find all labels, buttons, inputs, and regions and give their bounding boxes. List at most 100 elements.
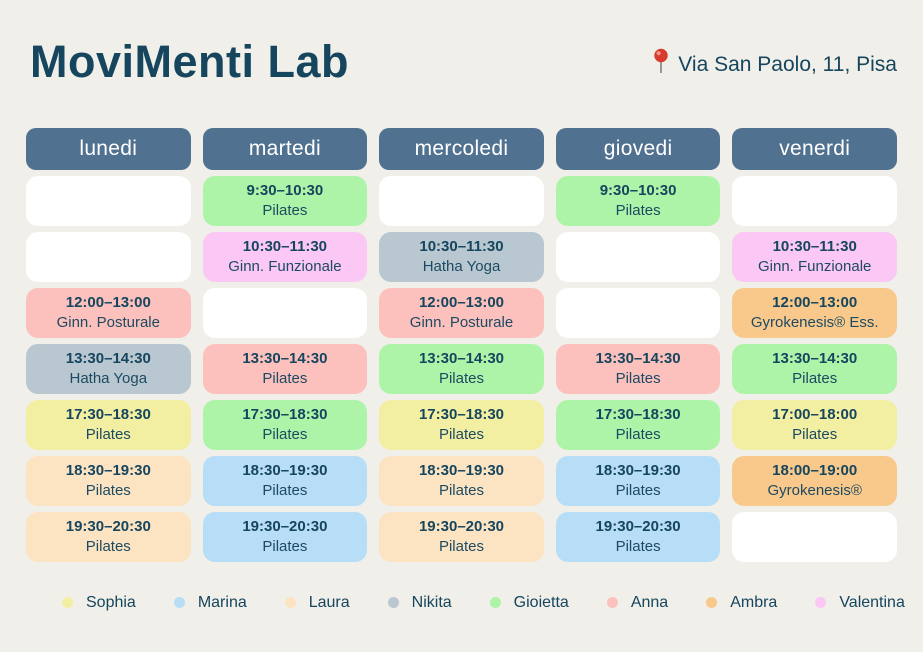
class-card: 19:30–20:30 Pilates <box>26 511 191 562</box>
teacher-color-dot <box>606 597 618 609</box>
day-header-mercoledi: mercoledi <box>379 127 544 170</box>
class-time: 19:30–20:30 <box>418 518 505 536</box>
empty-slot <box>26 175 191 226</box>
class-card: 12:00–13:00 Gyrokenesis® Ess. <box>732 287 897 338</box>
class-activity: Hatha Yoga <box>69 369 148 387</box>
class-activity: Ginn. Funzionale <box>757 257 872 275</box>
class-time: 10:30–11:30 <box>419 238 504 256</box>
class-activity: Pilates <box>792 369 838 387</box>
class-card: 18:30–19:30 Pilates <box>202 455 368 506</box>
teacher-name: Laura <box>308 593 350 611</box>
class-activity: Hatha Yoga <box>422 257 501 275</box>
class-time: 19:30–20:30 <box>65 518 151 536</box>
class-time: 10:30–11:30 <box>772 238 857 256</box>
address: Via San Paolo, 11, Pisa <box>653 48 897 81</box>
class-card: 18:30–19:30 Pilates <box>555 455 721 506</box>
teacher-color-dot <box>706 597 718 609</box>
class-card: 13:30–14:30 Hatha Yoga <box>26 343 191 394</box>
teacher-color-dot <box>173 597 185 609</box>
class-time: 10:30–11:30 <box>242 238 328 256</box>
class-card: 13:30–14:30 Pilates <box>555 343 721 394</box>
class-activity: Pilates <box>85 425 131 443</box>
class-time: 17:30–18:30 <box>65 406 151 424</box>
empty-slot <box>202 287 368 338</box>
class-activity: Pilates <box>262 537 308 555</box>
class-card: 18:30–19:30 Pilates <box>379 455 544 506</box>
class-activity: Pilates <box>615 481 661 499</box>
class-activity: Pilates <box>615 425 661 443</box>
class-card: 10:30–11:30 Hatha Yoga <box>379 231 544 282</box>
empty-slot <box>732 175 897 226</box>
class-activity: Pilates <box>438 481 484 499</box>
address-text: Via San Paolo, 11, Pisa <box>678 52 897 76</box>
teacher-color-dot <box>387 597 399 609</box>
legend-item: Gioietta <box>489 593 569 612</box>
class-activity: Pilates <box>792 425 838 443</box>
class-time: 13:30–14:30 <box>418 350 505 368</box>
page-title: MoviMenti Lab <box>30 36 349 87</box>
class-activity: Pilates <box>615 201 661 219</box>
class-activity: Pilates <box>615 537 661 555</box>
class-activity: Pilates <box>85 537 131 555</box>
teacher-legend: Sophia Marina Laura Nikita Gioietta Anna Ambra… <box>26 593 905 612</box>
class-card: 19:30–20:30 Pilates <box>379 511 544 562</box>
class-activity: Ginn. Posturale <box>409 313 514 331</box>
class-activity: Pilates <box>438 369 484 387</box>
class-activity: Pilates <box>438 537 484 555</box>
teacher-color-dot <box>62 597 73 609</box>
teacher-color-dot <box>489 597 501 609</box>
class-time: 13:30–14:30 <box>595 350 681 368</box>
legend-item: Ambra <box>706 594 777 612</box>
class-card: 17:30–18:30 Pilates <box>555 399 721 450</box>
class-time: 12:00–13:00 <box>418 294 505 312</box>
teacher-color-dot <box>284 597 296 609</box>
class-card: 13:30–14:30 Pilates <box>732 343 897 394</box>
class-activity: Pilates <box>85 481 131 499</box>
teacher-name: Valentina <box>839 593 905 611</box>
class-card: 12:00–13:00 Ginn. Posturale <box>379 287 544 338</box>
class-time: 19:30–20:30 <box>595 518 681 536</box>
class-time: 19:30–20:30 <box>242 518 328 536</box>
legend-item: Sophia <box>62 594 136 612</box>
class-card: 19:30–20:30 Pilates <box>202 511 368 562</box>
class-card: 10:30–11:30 Ginn. Funzionale <box>732 231 897 282</box>
class-time: 17:30–18:30 <box>595 406 681 424</box>
class-time: 18:30–19:30 <box>418 462 505 480</box>
teacher-name: Anna <box>630 593 669 611</box>
legend-item: Laura <box>284 593 350 612</box>
class-activity: Pilates <box>262 481 308 499</box>
class-activity: Gyrokenesis® Ess. <box>750 313 879 331</box>
empty-slot <box>555 231 721 282</box>
legend-item: Valentina <box>815 594 905 612</box>
class-card: 17:30–18:30 Pilates <box>26 399 191 450</box>
class-time: 13:30–14:30 <box>242 350 328 368</box>
class-time: 9:30–10:30 <box>599 182 677 200</box>
class-time: 18:30–19:30 <box>65 462 151 480</box>
class-time: 9:30–10:30 <box>246 182 324 200</box>
class-card: 10:30–11:30 Ginn. Funzionale <box>202 231 368 282</box>
day-header-lunedi: lunedi <box>26 127 191 170</box>
empty-slot <box>26 231 191 282</box>
legend-item: Marina <box>173 593 247 612</box>
class-card: 17:30–18:30 Pilates <box>202 399 368 450</box>
empty-slot <box>379 175 544 226</box>
class-time: 17:30–18:30 <box>418 406 505 424</box>
class-card: 19:30–20:30 Pilates <box>555 511 721 562</box>
class-card: 9:30–10:30 Pilates <box>202 175 368 226</box>
teacher-name: Gioietta <box>513 593 569 611</box>
map-pin-icon <box>653 48 669 81</box>
legend-item: Nikita <box>387 594 452 612</box>
class-time: 17:30–18:30 <box>242 406 328 424</box>
header: MoviMenti Lab Via San Paolo, 11, Pisa <box>26 36 897 88</box>
class-card: 18:30–19:30 Pilates <box>26 455 191 506</box>
teacher-name: Sophia <box>86 593 136 611</box>
teacher-name: Marina <box>197 593 247 611</box>
teacher-name: Ambra <box>730 593 778 611</box>
empty-slot <box>555 287 721 338</box>
day-header-martedi: martedi <box>202 127 368 170</box>
class-card: 12:00–13:00 Ginn. Posturale <box>26 287 191 338</box>
class-time: 13:30–14:30 <box>65 350 151 368</box>
class-activity: Ginn. Funzionale <box>228 257 342 275</box>
class-activity: Gyrokenesis® <box>767 481 862 499</box>
